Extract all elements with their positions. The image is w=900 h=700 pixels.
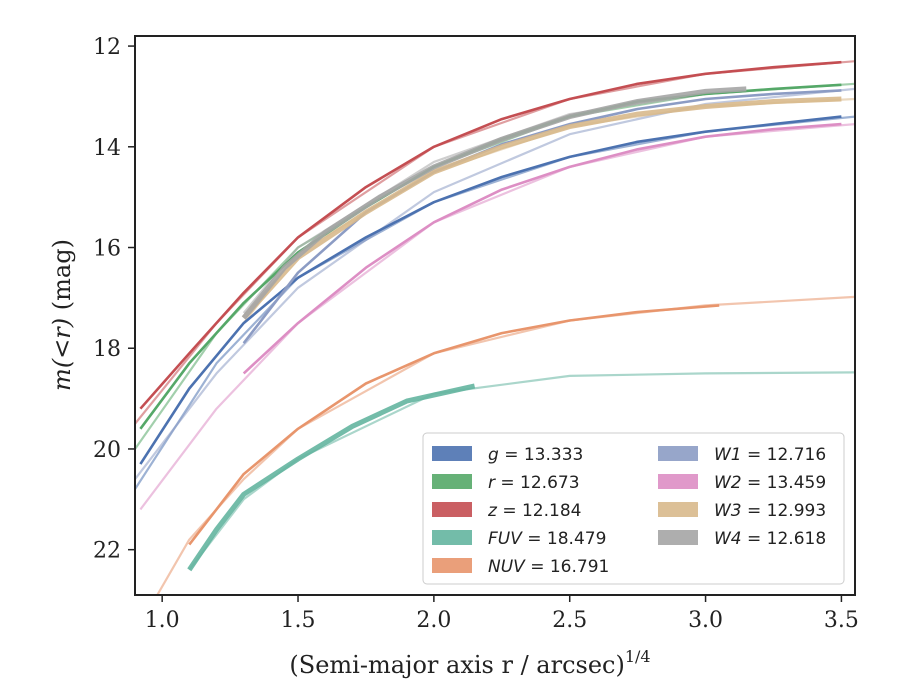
legend-swatch-r bbox=[432, 474, 472, 489]
legend-swatch-w2 bbox=[658, 474, 698, 489]
legend-label-z: z = 12.184 bbox=[487, 501, 581, 521]
legend-swatch-nuv bbox=[432, 558, 472, 573]
legend-swatch-fuv bbox=[432, 530, 472, 545]
legend-swatch-w3 bbox=[658, 502, 698, 517]
x-tick-label: 3.0 bbox=[688, 608, 723, 633]
legend-box bbox=[422, 432, 845, 585]
curve-extrapolated-z bbox=[135, 60, 855, 425]
curve-measured-w3 bbox=[241, 96, 842, 320]
legend-label-w3: W3 = 12.993 bbox=[714, 501, 826, 521]
legend-swatch-w4 bbox=[658, 530, 698, 545]
y-tick-label: 14 bbox=[93, 136, 121, 161]
legend: g = 13.333 r = 12.673 z = 12.184 FUV = 18.4… bbox=[422, 432, 845, 585]
curve-measured-w1 bbox=[242, 89, 842, 344]
legend-label-w4: W4 = 12.618 bbox=[714, 529, 826, 549]
curve-measured-w4 bbox=[241, 86, 747, 320]
legend-label-nuv: NUV = 16.791 bbox=[488, 557, 609, 577]
x-tick-label: 3.5 bbox=[824, 608, 859, 633]
curve-measured-g bbox=[139, 115, 842, 465]
legend-swatch-z bbox=[432, 502, 472, 517]
curve-extrapolated-r bbox=[135, 82, 855, 450]
y-axis: 12 14 16 18 20 22 bbox=[93, 35, 135, 564]
legend-label-w1: W1 = 12.716 bbox=[714, 445, 826, 465]
legend-label-r: r = 12.673 bbox=[488, 473, 580, 493]
y-tick-label: 22 bbox=[93, 539, 121, 564]
x-tick-label: 2.5 bbox=[552, 608, 587, 633]
x-tick-label: 1.0 bbox=[145, 608, 180, 633]
x-tick-label: 2.0 bbox=[416, 608, 451, 633]
x-tick-label: 1.5 bbox=[281, 608, 316, 633]
legend-swatch-w1 bbox=[658, 446, 698, 461]
legend-label-g: g = 13.333 bbox=[488, 445, 583, 465]
curve-measured-fuv bbox=[187, 383, 476, 572]
legend-swatch-g bbox=[432, 446, 472, 461]
curve-measured-w2 bbox=[242, 122, 842, 375]
x-axis-title: (Semi-major axis r / arcsec)1/4 bbox=[289, 647, 650, 679]
y-tick-label: 20 bbox=[93, 438, 121, 463]
y-tick-label: 16 bbox=[93, 237, 121, 262]
legend-label-w2: W2 = 13.459 bbox=[714, 473, 826, 493]
legend-label-fuv: FUV = 18.479 bbox=[488, 529, 606, 549]
curve-measured-nuv bbox=[188, 304, 720, 546]
x-axis: 1.0 1.5 2.0 2.5 3.0 3.5 bbox=[145, 595, 859, 633]
curve-measured-z bbox=[139, 60, 842, 410]
x-axis-title-exponent: 1/4 bbox=[625, 647, 651, 666]
plot-frame bbox=[134, 35, 856, 596]
y-tick-label: 12 bbox=[93, 35, 121, 60]
curves-layer bbox=[135, 60, 855, 595]
y-tick-label: 18 bbox=[93, 337, 121, 362]
y-axis-title: m(<r) (mag) bbox=[48, 239, 76, 391]
